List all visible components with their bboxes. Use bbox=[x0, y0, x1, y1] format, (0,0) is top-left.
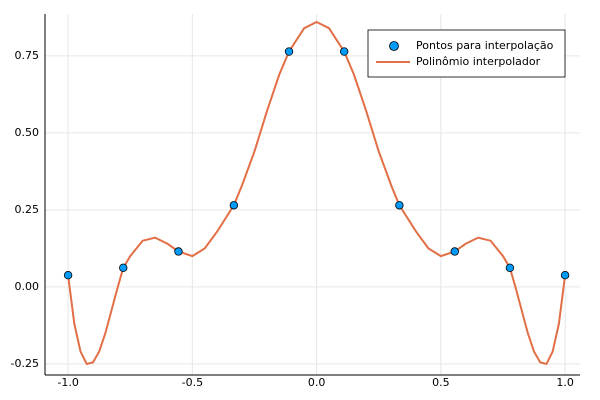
point bbox=[174, 247, 183, 256]
x-tick-label: 1.0 bbox=[556, 376, 574, 389]
x-tick-label: 0.5 bbox=[432, 376, 450, 389]
y-tick-label: 0.25 bbox=[15, 203, 40, 216]
x-tick-label: -1.0 bbox=[57, 376, 78, 389]
point bbox=[450, 247, 459, 256]
y-tick-label: -0.25 bbox=[11, 357, 39, 370]
point bbox=[119, 263, 128, 273]
point bbox=[395, 201, 404, 210]
y-tick-label: 0.50 bbox=[15, 126, 40, 139]
y-tick-label: 0.75 bbox=[15, 49, 40, 62]
point bbox=[505, 263, 515, 273]
legend-label: Polinômio interpolador bbox=[416, 55, 541, 68]
point bbox=[229, 201, 239, 210]
x-tick-label: -0.5 bbox=[182, 376, 203, 389]
legend-marker bbox=[389, 41, 399, 51]
x-tick-label: 0.0 bbox=[308, 376, 326, 389]
y-tick-label: 0.00 bbox=[15, 280, 40, 293]
point bbox=[284, 47, 294, 56]
legend-label: Pontos para interpolação bbox=[416, 39, 554, 52]
point bbox=[339, 47, 349, 56]
legend-box bbox=[367, 29, 566, 78]
point bbox=[560, 271, 570, 280]
point bbox=[63, 271, 73, 280]
